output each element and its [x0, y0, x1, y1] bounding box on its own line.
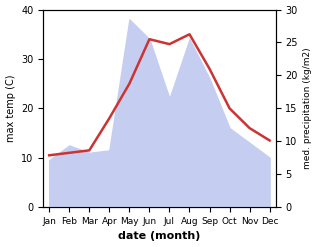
X-axis label: date (month): date (month) [118, 231, 201, 242]
Y-axis label: max temp (C): max temp (C) [5, 75, 16, 142]
Y-axis label: med. precipitation (kg/m2): med. precipitation (kg/m2) [303, 48, 313, 169]
